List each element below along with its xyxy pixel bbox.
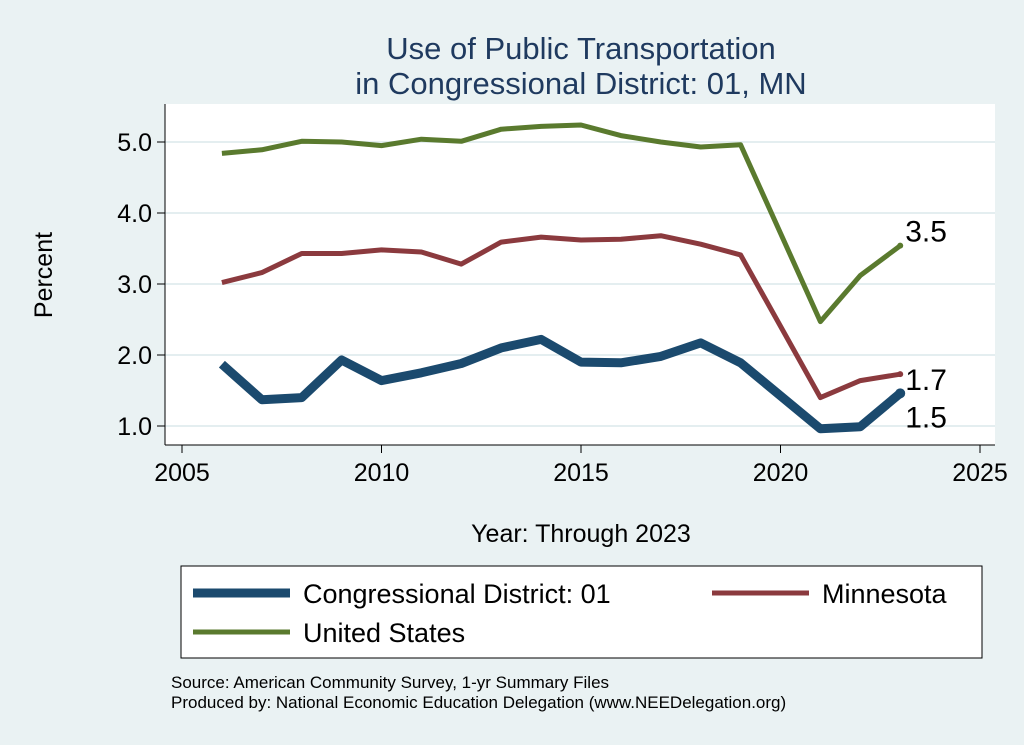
x-tick-label: 2010 [354,459,410,487]
series-lines [218,122,906,434]
axes: 1.0 2.0 3.0 4.0 5.0 2005 2010 2015 2020 2025 [117,104,1008,487]
y-tick-label: 4.0 [117,200,152,228]
y-tick-label: 2.0 [117,342,152,370]
chart-title-line-1: Use of Public Transportation [386,31,775,66]
series-line-congressional-district-01 [218,334,904,434]
end-labels: 3.5 1.7 1.5 [905,216,947,435]
x-tick-label: 2020 [753,459,809,487]
y-tick-label: 1.0 [117,413,152,441]
x-tick-label: 2015 [553,459,609,487]
x-tick-label: 2025 [952,459,1008,487]
plot-area [165,104,995,445]
series-line-minnesota [221,233,901,401]
series-end-point-minnesota [897,371,904,378]
legend-label-us: United States [303,618,465,648]
legend-box [180,565,983,659]
end-label-congressional-district-01: 1.5 [905,401,947,434]
x-tick-label: 2005 [154,459,210,487]
series-end-point-congressional-district-01 [895,388,906,399]
legend-label-minnesota: Minnesota [822,579,948,609]
end-label-united-states: 3.5 [905,216,947,249]
series-end-point-united-states [897,242,904,249]
y-axis-title: Percent [30,232,58,318]
chart-title-line-2: in Congressional District: 01, MN [355,66,806,101]
x-axis-title: Year: Through 2023 [471,520,691,548]
legend-label-district: Congressional District: 01 [303,579,611,609]
legend: Congressional District: 01 Minnesota Uni… [180,565,983,659]
source-line-1: Source: American Community Survey, 1-yr … [171,673,609,692]
y-tick-label: 5.0 [117,129,152,157]
y-tick-label: 3.0 [117,271,152,299]
series-line-united-states [221,122,902,325]
end-label-minnesota: 1.7 [905,364,947,397]
source-line-2: Produced by: National Economic Education… [171,693,786,712]
